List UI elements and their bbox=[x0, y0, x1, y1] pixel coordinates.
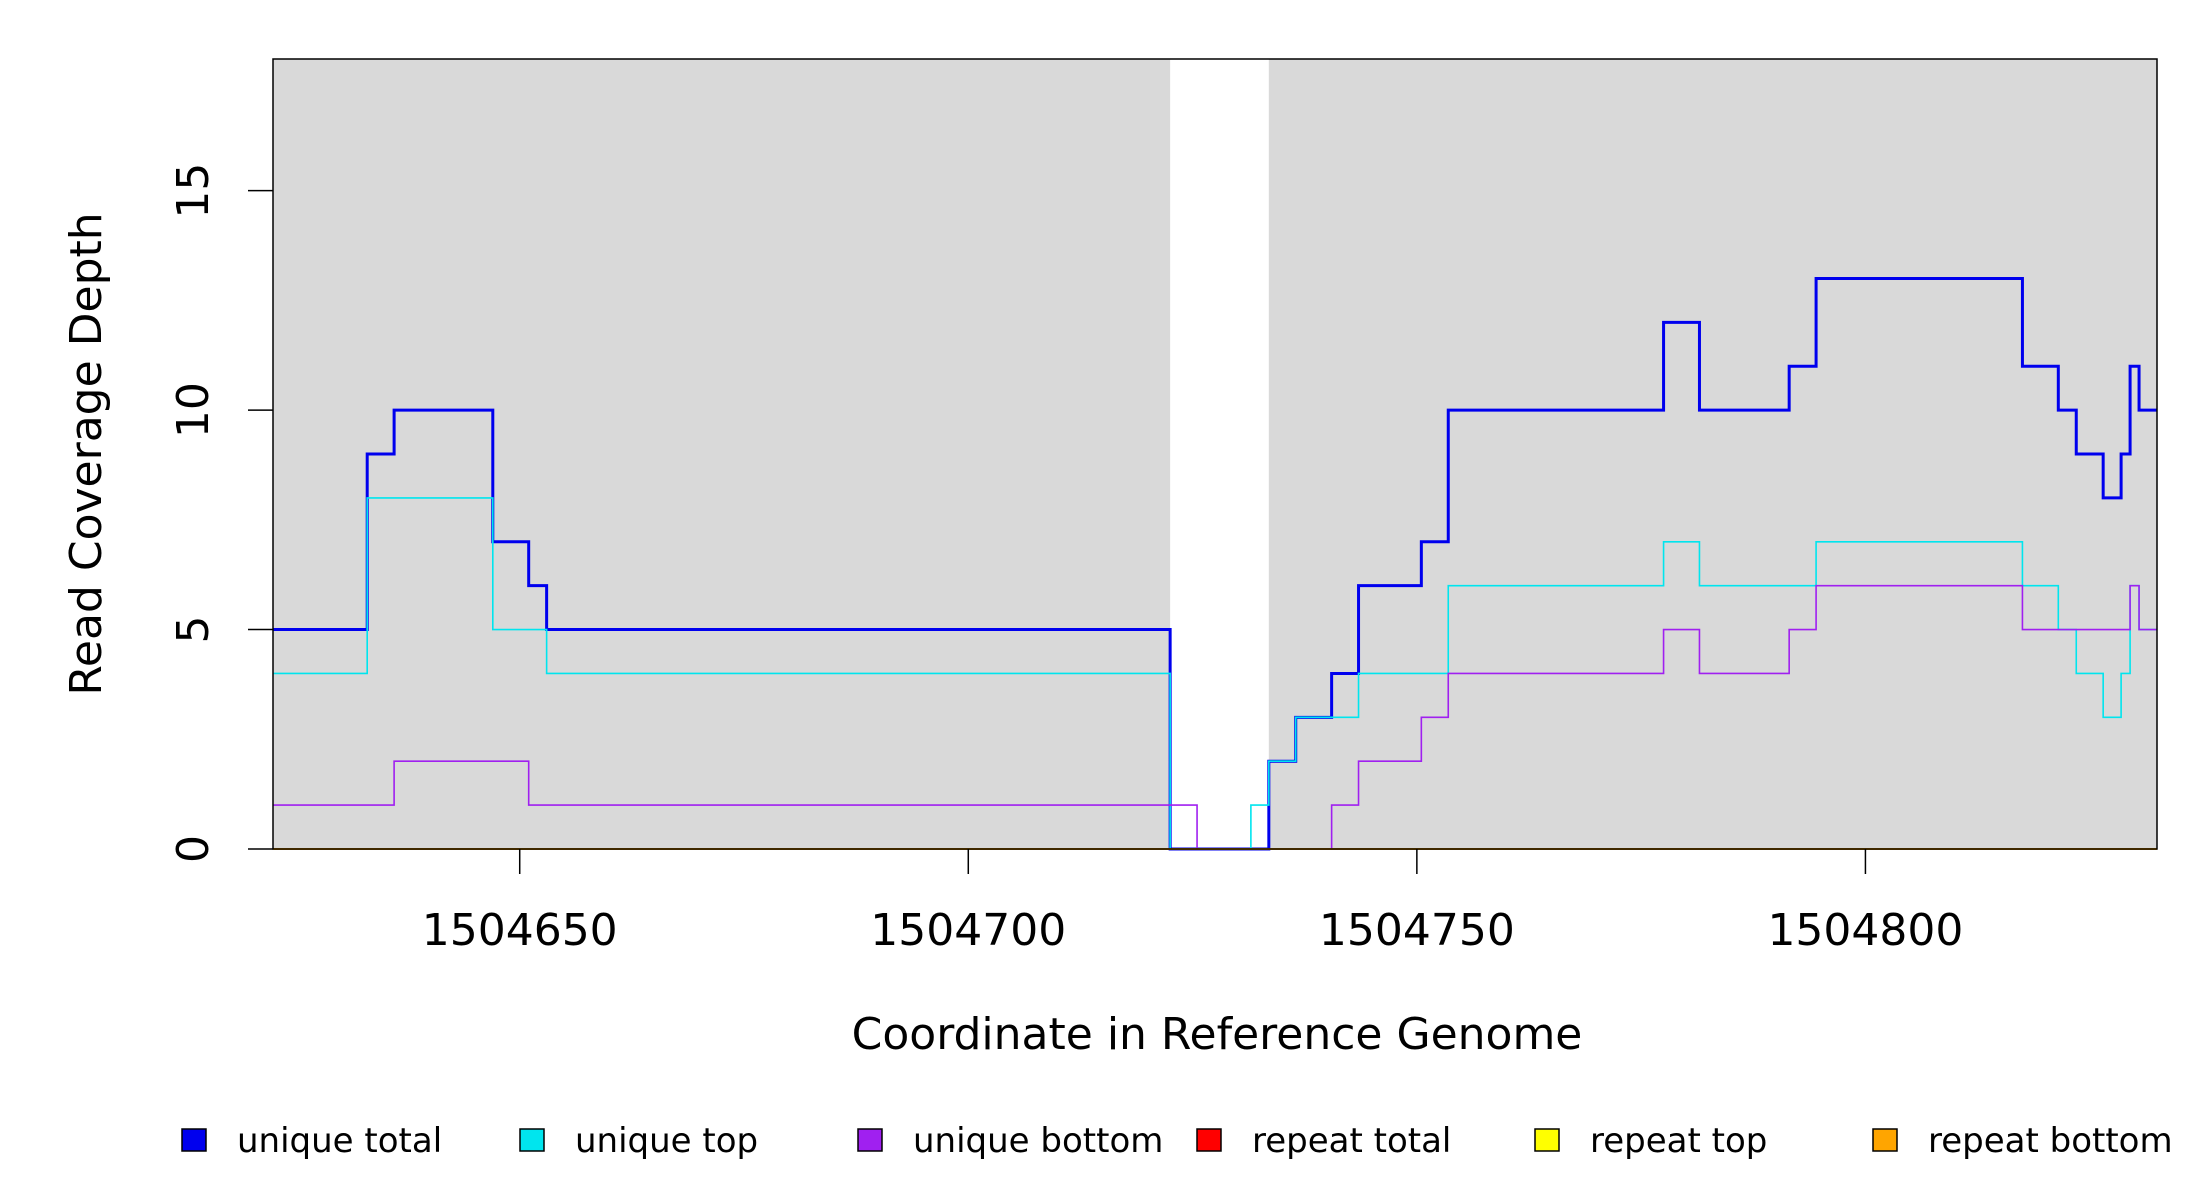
y-tick-label: 10 bbox=[168, 382, 219, 438]
plot-shading-left bbox=[273, 59, 1171, 849]
legend-swatch bbox=[857, 1128, 883, 1152]
x-tick-label: 1504650 bbox=[422, 905, 618, 956]
legend-label: unique total bbox=[237, 1121, 442, 1161]
y-tick-label: 5 bbox=[168, 616, 219, 644]
legend-label: repeat bottom bbox=[1928, 1121, 2173, 1161]
legend-label: unique bottom bbox=[913, 1121, 1163, 1161]
y-axis-label: Read Coverage Depth bbox=[61, 212, 112, 695]
plot-frame bbox=[272, 58, 2158, 850]
y-tick-label: 15 bbox=[168, 163, 219, 219]
plot-shading-right bbox=[1268, 59, 2157, 849]
series-line-unique-top bbox=[273, 497, 2157, 850]
legend-item: repeat top bbox=[1534, 1121, 1767, 1161]
legend-item: unique top bbox=[519, 1121, 758, 1161]
legend-swatch bbox=[1196, 1128, 1222, 1152]
x-axis-label: Coordinate in Reference Genome bbox=[852, 1009, 1583, 1060]
legend-item: unique bottom bbox=[857, 1121, 1163, 1161]
legend-label: repeat total bbox=[1252, 1121, 1451, 1161]
series-line-unique-bottom bbox=[273, 584, 2157, 850]
plot-border bbox=[272, 58, 2158, 850]
legend: unique total unique top unique bottom repea… bbox=[181, 1121, 2173, 1161]
legend-swatch bbox=[1872, 1128, 1898, 1152]
y-tick-label: 0 bbox=[168, 835, 219, 863]
legend-item: repeat bottom bbox=[1872, 1121, 2173, 1161]
x-tick-label: 1504700 bbox=[870, 905, 1066, 956]
legend-swatch bbox=[181, 1128, 207, 1152]
x-tick-label: 1504800 bbox=[1767, 905, 1963, 956]
legend-swatch bbox=[519, 1128, 545, 1152]
legend-label: unique top bbox=[575, 1121, 758, 1161]
plot-background bbox=[273, 59, 2157, 849]
series-line-unique-total bbox=[273, 276, 2157, 851]
legend-label: repeat top bbox=[1590, 1121, 1767, 1161]
x-tick-label: 1504750 bbox=[1319, 905, 1515, 956]
legend-item: repeat total bbox=[1196, 1121, 1451, 1161]
legend-swatch bbox=[1534, 1128, 1560, 1152]
x-axis: 1504650 1504700 1504750 1504800 bbox=[422, 849, 1963, 956]
y-axis: 0 5 10 15 bbox=[168, 163, 273, 863]
legend-item: unique total bbox=[181, 1121, 442, 1161]
